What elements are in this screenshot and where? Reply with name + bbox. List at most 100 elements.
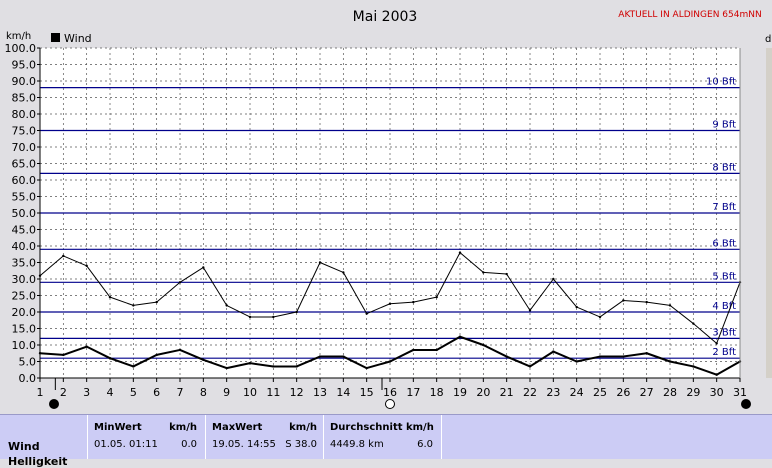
x-tick-label: 25 [593,386,607,399]
data-point-max [435,295,438,299]
scrollbar[interactable] [766,48,772,378]
data-point-avg [272,365,275,368]
data-point-max [645,300,648,304]
data-point-avg [645,352,648,355]
data-point-max [108,295,112,299]
x-tick-label: 21 [500,386,514,399]
x-tick-label: 7 [177,386,184,399]
data-point-avg [458,335,462,338]
data-point-max [248,315,252,319]
min-date: 01.05. 01:11 [94,439,158,450]
data-point-max [272,315,275,319]
data-point-avg [692,365,695,368]
avg-value: 6.0 [417,439,433,450]
x-tick-label: 5 [130,386,137,399]
beaufort-label: 5 Bft [712,271,736,282]
x-tick-label: 16 [383,386,397,399]
x-tick-label: 9 [223,386,230,399]
y-tick-label: 15.0 [12,323,37,336]
beaufort-label: 3 Bft [712,327,736,338]
min-value: 0.0 [181,439,197,450]
x-tick-label: 4 [107,386,114,399]
x-tick-label: 23 [546,386,560,399]
data-point-avg [178,348,182,352]
y-tick-label: 95.0 [12,59,37,72]
x-tick-label: 17 [406,386,420,399]
max-value: S 38.0 [285,439,317,450]
x-tick-label: 31 [733,386,747,399]
new-moon-icon [49,399,59,409]
x-tick-label: 1 [37,386,44,399]
beaufort-label: 2 Bft [712,347,736,358]
data-point-max [715,342,718,345]
data-point-avg [505,355,508,358]
data-point-avg [295,365,298,368]
y-tick-label: 60.0 [12,174,37,187]
beaufort-label: 4 Bft [712,301,736,312]
y-tick-label: 90.0 [12,75,37,88]
data-point-avg [318,355,322,358]
legend-label-wind: Wind [64,32,92,45]
data-point-avg [598,355,602,358]
x-tick-label: 29 [686,386,700,399]
x-tick-label: 19 [453,386,467,399]
beaufort-label: 9 Bft [712,120,736,131]
y-tick-label: 10.0 [12,339,37,352]
y-tick-label: 0.0 [19,372,37,385]
x-tick-label: 11 [266,386,280,399]
data-point-max [505,272,508,276]
data-point-avg [365,366,368,370]
y-tick-label: 20.0 [12,306,37,319]
data-point-avg [248,361,252,365]
x-tick-label: 8 [200,386,207,399]
y-tick-label: 70.0 [12,141,37,154]
data-point-max [62,254,65,258]
x-tick-label: 28 [663,386,677,399]
data-point-avg [225,366,228,370]
stats-max-cell: MaxWert km/h 19.05. 14:55 S 38.0 [206,415,324,459]
max-header: MaxWert [212,422,263,433]
legend-swatch-wind [51,33,60,42]
avg-distance: 4449.8 km [330,439,384,450]
moon-markers [49,399,751,409]
new-moon-icon [741,399,751,409]
series [38,251,742,376]
x-tick-label: 15 [360,386,374,399]
data-point-max [318,261,322,264]
data-point-max [458,251,462,254]
data-point-max [225,304,228,307]
y-tick-label: 45.0 [12,224,37,237]
data-point-avg [388,360,392,363]
data-point-max [598,315,602,319]
data-point-avg [622,355,625,358]
beaufort-label: 7 Bft [712,202,736,213]
data-point-avg [132,365,135,368]
stats-avg-cell: Durchschnitt km/h 4449.8 km 6.0 [324,415,442,459]
data-point-avg [85,345,88,348]
stats-label-cell: Wind Helligkeit [0,415,88,468]
data-point-avg [668,360,672,363]
data-point-max [692,322,695,325]
x-tick-label: 26 [616,386,630,399]
y-unit-left: km/h [6,31,31,42]
min-unit: km/h [169,422,197,433]
y-tick-label: 25.0 [12,290,37,303]
max-date: 19.05. 14:55 [212,439,276,450]
beaufort-label: 10 Bft [706,77,736,88]
data-point-avg [715,373,718,376]
x-tick-label: 14 [336,386,350,399]
data-point-avg [435,348,438,352]
x-tick-label: 20 [476,386,490,399]
aktuell-label[interactable]: AKTUELL IN ALDINGEN 654mNN [618,10,761,20]
chart-title: Mai 2003 [353,9,418,25]
y-tick-label: 40.0 [12,240,37,253]
x-tick-label: 18 [430,386,444,399]
data-point-max [622,299,625,302]
data-point-avg [552,350,555,353]
data-point-avg [62,353,65,357]
y-tick-label: 5.0 [19,356,37,369]
x-tick-labels: 1 2 3 4 5 6 7 8 9 10 11 12 13 14 15 16 17 18 19 20 21 22 23 24 2… [37,378,747,399]
data-point-avg [108,357,112,360]
beaufort-label: 6 Bft [712,238,736,249]
x-tick-label: 2 [60,386,67,399]
